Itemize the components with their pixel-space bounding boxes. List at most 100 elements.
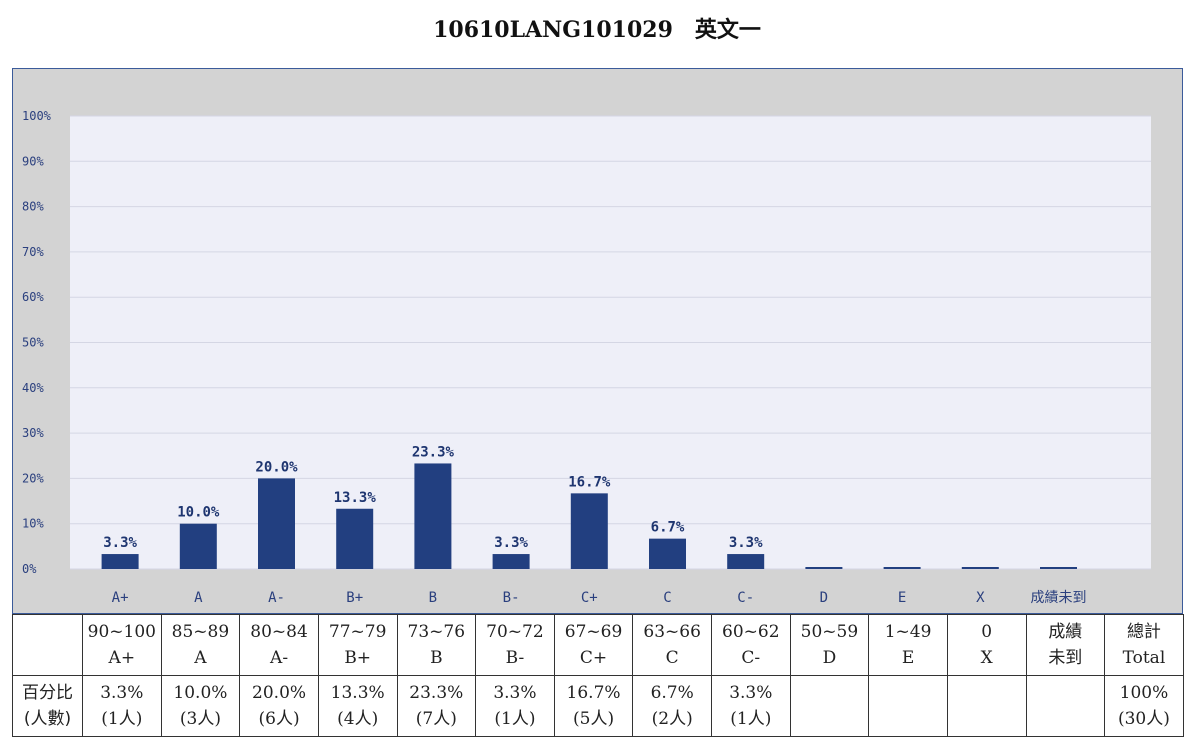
- cell-bottom-text: (4人): [337, 709, 379, 729]
- cell-bottom-text: D: [822, 648, 837, 668]
- table-cell-header: 成績 未到: [1025, 614, 1106, 676]
- bar: [414, 463, 452, 569]
- cell-bottom-text: (3人): [179, 709, 221, 729]
- y-tick-label: 10%: [22, 517, 44, 531]
- x-tick-label: C: [663, 590, 671, 606]
- data-label: 6.7%: [651, 520, 685, 536]
- cell-top-text: 16.7%: [566, 683, 621, 703]
- bar: [336, 508, 374, 569]
- x-tick-label: 成績未到: [1031, 590, 1087, 606]
- bar: [961, 567, 999, 569]
- table-cell-header: 63~66 C: [632, 614, 712, 676]
- cell-top-text: 100%: [1119, 683, 1169, 703]
- cell-bottom-text: C+: [579, 648, 608, 668]
- table-cell-value: 3.3% (1人): [475, 675, 555, 737]
- bar: [883, 567, 921, 569]
- cell-bottom-text: A+: [108, 648, 136, 668]
- y-tick-label: 40%: [22, 381, 44, 395]
- cell-top-text: 20.0%: [252, 683, 307, 703]
- cell-bottom-text: (2人): [651, 709, 693, 729]
- cell-top-text: 70~72: [486, 622, 544, 642]
- y-tick-label: 70%: [22, 245, 44, 259]
- cell-bottom-text: 未到: [1048, 648, 1083, 668]
- table-cell-header: 50~59 D: [789, 614, 870, 676]
- x-tick-label: D: [820, 590, 828, 606]
- cell-top-text: 0: [981, 622, 993, 642]
- cell-top-text: 6.7%: [650, 683, 694, 703]
- table-cell-value: 6.7% (2人): [632, 675, 712, 737]
- cell-top-text: 23.3%: [409, 683, 464, 703]
- table-cell-header: 60~62 C-: [711, 614, 791, 676]
- cell-top-text: 13.3%: [330, 683, 385, 703]
- table-cell-header: 90~100 A+: [82, 614, 162, 676]
- table-cell-value: 20.0% (6人): [239, 675, 319, 737]
- cell-bottom-text: (1人): [101, 709, 143, 729]
- cell-top-text: 百分比: [22, 683, 73, 703]
- data-label: 23.3%: [412, 444, 455, 460]
- cell-bottom-text: (1人): [494, 709, 536, 729]
- y-tick-label: 0%: [22, 562, 37, 576]
- x-tick-label: B-: [503, 590, 520, 606]
- table-cell-header: 總計 Total: [1104, 614, 1184, 676]
- y-tick-label: 50%: [22, 336, 44, 350]
- table-cell-header: 80~84 A-: [239, 614, 319, 676]
- cell-bottom-text: B-: [505, 648, 525, 668]
- cell-top-text: 10.0%: [173, 683, 228, 703]
- table-cell-value: 100% (30人): [1104, 675, 1184, 737]
- cell-top-text: 80~84: [250, 622, 308, 642]
- cell-top-text: 成績: [1048, 622, 1083, 642]
- y-tick-label: 100%: [22, 109, 52, 123]
- cell-bottom-text: (1人): [730, 709, 772, 729]
- cell-bottom-text: C-: [741, 648, 761, 668]
- table-cell-header: 73~76 B: [396, 614, 477, 676]
- bar: [1040, 567, 1077, 569]
- chart-frame: 0% 10% 20% 30% 40% 50% 60% 70% 80% 90% 100% 3.3% A+ 1…: [12, 68, 1183, 614]
- data-label: 10.0%: [177, 505, 220, 521]
- cell-top-text: 總計: [1126, 622, 1161, 642]
- cell-top-text: 3.3%: [493, 683, 537, 703]
- x-tick-label: X: [976, 590, 985, 606]
- table-cell-value: [789, 675, 870, 737]
- table-cell-value: 13.3% (4人): [317, 675, 398, 737]
- cell-top-text: 77~79: [328, 622, 387, 642]
- cell-bottom-text: C: [665, 648, 679, 668]
- y-tick-label: 80%: [22, 200, 44, 214]
- data-label: 3.3%: [494, 535, 528, 551]
- x-tick-label: A: [194, 590, 203, 606]
- cell-top-text: 1~49: [884, 622, 932, 642]
- chart-title: 10610LANG101029 英文一: [433, 17, 761, 43]
- cell-bottom-text: (人數): [23, 709, 72, 729]
- x-tick-label: B: [429, 590, 437, 606]
- table-cell-value: [868, 675, 948, 737]
- cell-bottom-text: B+: [344, 648, 372, 668]
- table-cell-header: 85~89 A: [160, 614, 241, 676]
- bar: [805, 567, 843, 569]
- table-cell-value: 23.3% (7人): [396, 675, 477, 737]
- cell-bottom-text: (30人): [1117, 709, 1170, 729]
- cell-bottom-text: (5人): [573, 709, 615, 729]
- cell-top-text: 67~69: [564, 622, 623, 642]
- cell-top-text: 73~76: [407, 622, 466, 642]
- cell-bottom-text: A-: [270, 648, 289, 668]
- data-label: 3.3%: [729, 535, 763, 551]
- cell-top-text: 63~66: [643, 622, 701, 642]
- y-tick-label: 20%: [22, 471, 44, 485]
- bar: [727, 554, 765, 569]
- cell-bottom-text: E: [901, 648, 915, 668]
- cell-bottom-text: Total: [1122, 648, 1166, 668]
- cell-top-text: 85~89: [171, 622, 230, 642]
- table-cell-header: 77~79 B+: [317, 614, 398, 676]
- bar: [570, 493, 608, 569]
- x-tick-label: A-: [268, 590, 285, 606]
- y-tick-label: 60%: [22, 290, 44, 304]
- cell-bottom-text: B: [430, 648, 443, 668]
- y-tick-label: 30%: [22, 426, 44, 440]
- table-cell-value: 百分比 (人數): [12, 675, 83, 737]
- cell-bottom-text: A: [194, 648, 207, 668]
- data-label: 20.0%: [255, 459, 298, 475]
- cell-top-text: 50~59: [800, 622, 859, 642]
- x-tick-label: A+: [112, 590, 129, 606]
- table-header-row: 90~100 A+ 85~89 A 80~84 A- 77~79 B+ 73~76 B 70~72 B…: [12, 614, 1184, 676]
- cell-bottom-text: (6人): [258, 709, 300, 729]
- x-tick-label: C+: [581, 590, 598, 606]
